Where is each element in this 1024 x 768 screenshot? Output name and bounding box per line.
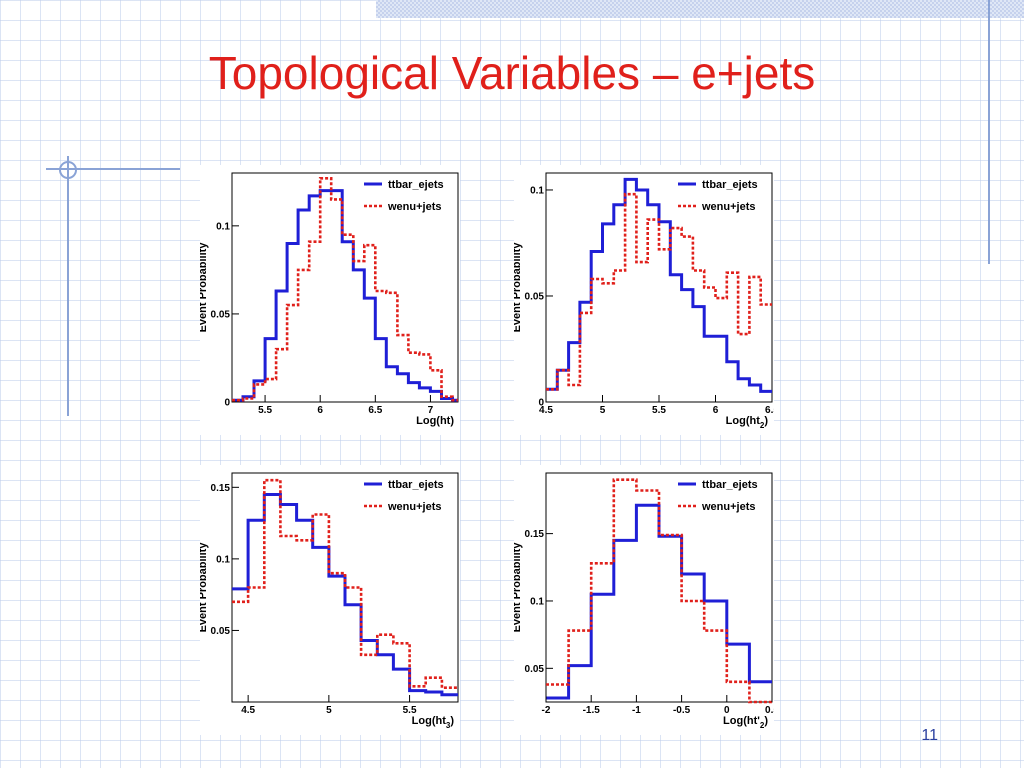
y-axis-label: Event Probability [514,542,523,633]
x-tick-label: 5.5 [403,705,417,716]
slide-title: Topological Variables – e+jets [208,47,816,99]
x-tick-label: 5 [600,405,606,416]
x-tick-label: 6 [317,405,323,416]
y-tick-label: 0.05 [211,626,231,637]
y-tick-label: 0.1 [530,596,544,607]
x-axis-label-subscript: 2 [760,421,765,430]
x-axis-label-close: ) [764,415,768,427]
legend-label-ttbar: ttbar_ejets [388,179,444,191]
legend-label-ttbar: ttbar_ejets [702,179,758,191]
y-tick-label: 0 [224,398,230,409]
y-tick-label: 0 [538,398,544,409]
x-tick-label: -1.5 [583,705,601,716]
x-axis-label-subscript: 2 [760,721,765,730]
top-decorative-band [376,0,1024,18]
x-tick-label: 7 [428,405,434,416]
y-tick-label: 0.1 [216,221,230,232]
y-axis-label: Event Probability [200,542,209,633]
x-tick-label: 0 [724,705,730,716]
decor-right-rule [988,0,990,264]
plot-log-ht3: 4.5 5 5.5 0.05 0.1 0.15 Log(ht3) Event Probabil… [200,465,460,735]
y-tick-label: 0.15 [525,529,545,540]
x-tick-label: 5.5 [258,405,272,416]
y-tick-label: 0.05 [211,309,231,320]
histogram-ttbar [546,177,772,393]
x-axis-label: Log(ht'2) [723,715,768,730]
legend-label-ttbar: ttbar_ejets [702,479,758,491]
x-tick-label: 5 [326,705,332,716]
x-axis-label-close: ) [450,715,454,727]
legend-label-wenu: wenu+jets [387,201,442,213]
x-axis-label-main: Log(ht [726,415,761,427]
x-axis-label: Log(ht3) [412,715,455,730]
decor-vertical-rule [67,156,69,416]
x-tick-label: -1 [632,705,641,716]
y-tick-label: 0.15 [211,483,231,494]
x-tick-label: 4.5 [539,405,553,416]
slide-page-number: 11 [921,727,938,744]
y-tick-label: 0.1 [216,554,230,565]
x-tick-label: 6.5 [368,405,382,416]
plot-log-ht2: 4.5 5 5.5 6 6.5 0 0.05 0.1 Log(ht2) Event Probabi… [514,165,774,435]
x-axis-label: Log(ht2) [726,415,769,430]
legend-label-wenu: wenu+jets [387,501,442,513]
histogram-wenu [546,478,772,704]
legend-label-wenu: wenu+jets [701,201,756,213]
y-tick-label: 0.1 [530,185,544,196]
x-axis-label-main: Log(ht) [416,415,454,427]
x-tick-label: 4.5 [241,705,255,716]
y-tick-label: 0.05 [525,664,545,675]
x-axis-label-close: ) [764,715,768,727]
chart-svg: -2 -1.5 -1 -0.5 0 0.5 0.05 0.1 0.15 Log(ht'2) Even… [514,472,774,730]
x-axis-label-subscript: 3 [446,721,451,730]
y-axis-label: Event Probability [200,242,209,333]
x-tick-label: 6.5 [765,405,774,416]
x-axis-label: Log(ht) [416,415,454,427]
decor-circle-icon [59,161,77,179]
histogram-wenu [232,478,458,689]
plot-frame [231,172,459,403]
y-axis-label: Event Probability [514,242,523,333]
x-tick-label: 5.5 [652,405,666,416]
chart-svg: 4.5 5 5.5 6 6.5 0 0.05 0.1 Log(ht2) Event Probabi… [514,172,774,430]
plot-log-ht: 5.5 6 6.5 7 0 0.05 0.1 Log(ht) Event Probability… [200,165,460,435]
x-axis-label-main: Log(ht [412,715,447,727]
legend-label-wenu: wenu+jets [701,501,756,513]
histogram-wenu [546,192,772,391]
chart-svg: 4.5 5 5.5 0.05 0.1 0.15 Log(ht3) Event Probabil… [200,472,459,730]
plot-log-htprime2: -2 -1.5 -1 -0.5 0 0.5 0.05 0.1 0.15 Log(ht'2) Even… [514,465,774,735]
legend-label-ttbar: ttbar_ejets [388,479,444,491]
x-tick-label: 6 [713,405,719,416]
x-tick-label: 0.5 [765,705,774,716]
y-tick-label: 0.05 [525,291,545,302]
x-tick-label: -0.5 [673,705,691,716]
x-tick-label: -2 [542,705,551,716]
decor-horizontal-rule [46,168,180,170]
x-axis-label-main: Log(ht' [723,715,760,727]
chart-svg: 5.5 6 6.5 7 0 0.05 0.1 Log(ht) Event Probability… [200,172,459,427]
histogram-ttbar [232,493,458,697]
